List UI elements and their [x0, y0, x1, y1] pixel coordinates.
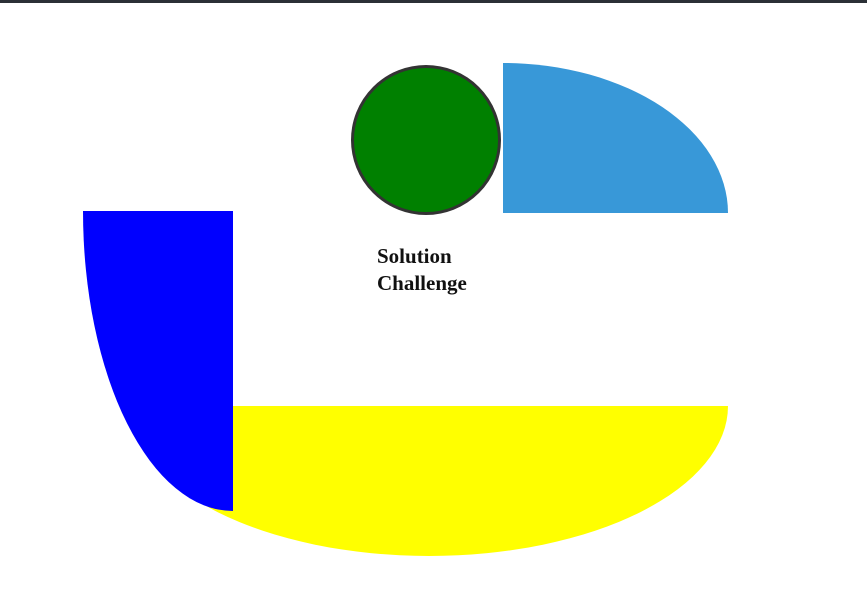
caption-text: Solution Challenge: [377, 243, 507, 297]
top-bar: [0, 0, 867, 3]
light-blue-quarter-ellipse: [503, 63, 728, 213]
blue-quarter-ellipse: [83, 211, 233, 511]
caption-line-challenge: Challenge: [377, 271, 467, 295]
green-circle: [351, 65, 501, 215]
caption-line-solution: Solution: [377, 244, 452, 268]
